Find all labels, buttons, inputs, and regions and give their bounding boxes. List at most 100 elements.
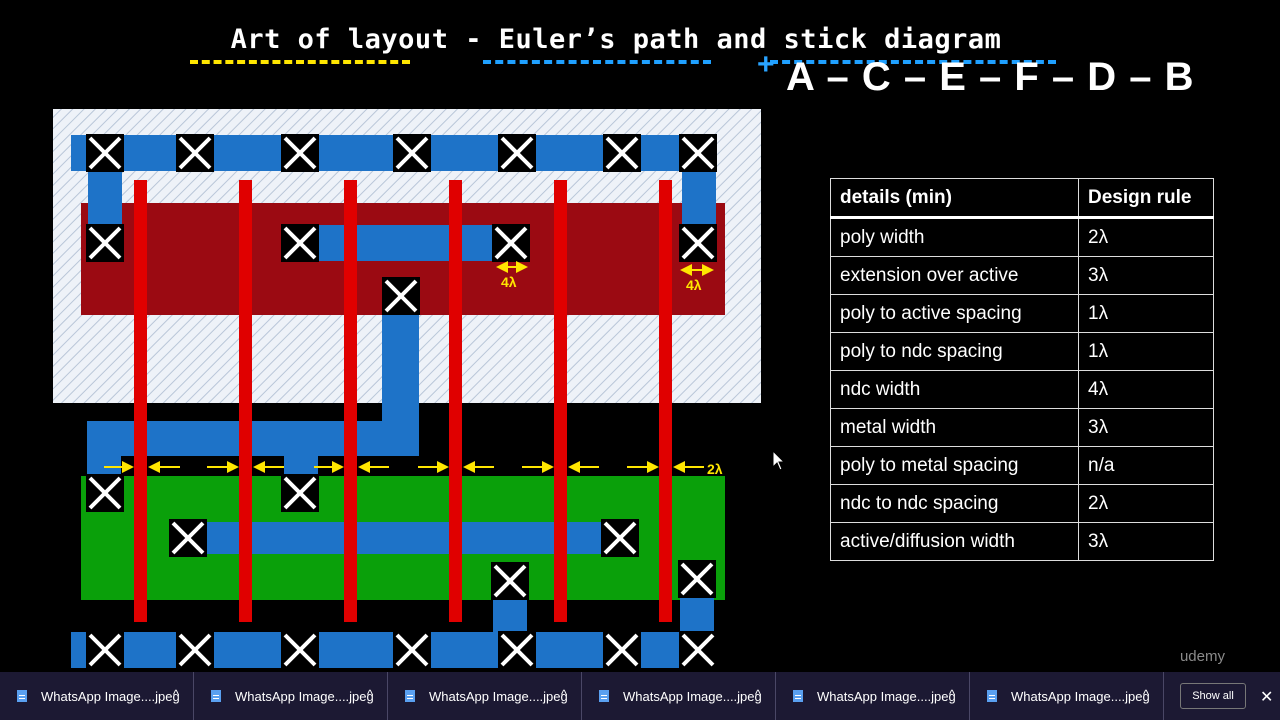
contact <box>676 558 718 600</box>
contact <box>601 132 643 174</box>
rule-detail: ndc to ndc spacing <box>830 484 1079 523</box>
contact <box>496 132 538 174</box>
contact <box>490 222 532 264</box>
contact <box>84 132 126 174</box>
download-filename: WhatsApp Image....jpeg <box>817 688 956 704</box>
contact <box>489 560 531 602</box>
table-row: ndc to ndc spacing 2λ <box>830 484 1214 523</box>
download-item[interactable]: WhatsApp Image....jpeg ^ <box>582 672 776 720</box>
table-row: poly width 2λ <box>830 217 1214 257</box>
contact <box>677 132 719 174</box>
table-row: poly to active spacing 1λ <box>830 294 1214 333</box>
dimension-label-4l-a: 4λ <box>501 274 517 290</box>
contact <box>174 629 216 671</box>
chevron-up-icon[interactable]: ^ <box>172 687 179 702</box>
chevron-up-icon[interactable]: ^ <box>754 687 761 702</box>
show-all-button[interactable]: Show all <box>1180 683 1246 709</box>
image-file-icon <box>405 690 415 702</box>
chevron-up-icon[interactable]: ^ <box>1142 687 1149 702</box>
download-filename: WhatsApp Image....jpeg <box>235 688 374 704</box>
table-row: metal width 3λ <box>830 408 1214 447</box>
download-item[interactable]: WhatsApp Image....jpeg ^ <box>388 672 582 720</box>
table-row: extension over active 3λ <box>830 256 1214 295</box>
contact <box>599 517 641 559</box>
contact <box>279 629 321 671</box>
mouse-pointer-icon <box>772 450 786 471</box>
contact <box>279 132 321 174</box>
poly-gate-b <box>659 180 672 622</box>
contact <box>380 275 422 317</box>
title-underline-yellow <box>190 60 410 64</box>
rule-value: 1λ <box>1078 332 1214 371</box>
table-header-row: details (min) Design rule <box>830 178 1214 219</box>
download-filename: WhatsApp Image....jpeg <box>41 688 180 704</box>
download-filename: WhatsApp Image....jpeg <box>623 688 762 704</box>
design-rules-table: details (min) Design rule poly width 2λ e… <box>830 178 1214 561</box>
column-header-details: details (min) <box>830 178 1079 219</box>
contact <box>677 629 719 671</box>
table-row: active/diffusion width 3λ <box>830 522 1214 561</box>
rule-value: 2λ <box>1078 484 1214 523</box>
contact <box>174 132 216 174</box>
image-file-icon <box>17 690 27 702</box>
chevron-up-icon[interactable]: ^ <box>366 687 373 702</box>
metal-strap-nmos <box>188 522 620 554</box>
rule-value: 2λ <box>1078 217 1214 257</box>
download-item[interactable]: WhatsApp Image....jpeg ^ <box>776 672 970 720</box>
image-file-icon <box>599 690 609 702</box>
close-icon[interactable]: ✕ <box>1260 686 1274 706</box>
rule-value: 3λ <box>1078 408 1214 447</box>
contact <box>677 222 719 264</box>
chevron-up-icon[interactable]: ^ <box>560 687 567 702</box>
rule-detail: active/diffusion width <box>830 522 1079 561</box>
poly-gate-a <box>134 180 147 622</box>
contact <box>601 629 643 671</box>
poly-gate-e <box>344 180 357 622</box>
column-header-design-rule: Design rule <box>1078 178 1214 219</box>
title-underline-blue-1 <box>483 60 711 64</box>
contact <box>167 517 209 559</box>
rule-value: 3λ <box>1078 256 1214 295</box>
contact <box>496 629 538 671</box>
title-underline-blue-2 <box>770 60 1056 64</box>
slide-title: Art of layout - Euler’s path and stick d… <box>230 24 1002 55</box>
download-filename: WhatsApp Image....jpeg <box>429 688 568 704</box>
rule-value: 4λ <box>1078 370 1214 409</box>
contact <box>84 629 126 671</box>
rule-detail: poly to ndc spacing <box>830 332 1079 371</box>
image-file-icon <box>987 690 997 702</box>
contact <box>84 472 126 514</box>
dimension-label-4l-b: 4λ <box>686 277 702 293</box>
download-item[interactable]: WhatsApp Image....jpeg ^ <box>970 672 1164 720</box>
table-row: poly to metal spacing n/a <box>830 446 1214 485</box>
table-row: poly to ndc spacing 1λ <box>830 332 1214 371</box>
image-file-icon <box>793 690 803 702</box>
download-bar: WhatsApp Image....jpeg ^ WhatsApp Image.… <box>0 672 1280 720</box>
poly-gate-d <box>554 180 567 622</box>
table-row: ndc width 4λ <box>830 370 1214 409</box>
rule-detail: ndc width <box>830 370 1079 409</box>
poly-gate-c <box>239 180 252 622</box>
download-item[interactable]: WhatsApp Image....jpeg ^ <box>0 672 194 720</box>
chevron-up-icon[interactable]: ^ <box>948 687 955 702</box>
rule-detail: metal width <box>830 408 1079 447</box>
euler-plus-mark: + <box>757 48 775 81</box>
contact <box>279 472 321 514</box>
rule-value: 3λ <box>1078 522 1214 561</box>
poly-gate-f <box>449 180 462 622</box>
contact <box>84 222 126 264</box>
rule-detail: extension over active <box>830 256 1079 295</box>
rule-value: 1λ <box>1078 294 1214 333</box>
contact <box>391 629 433 671</box>
metal-strap-pmos <box>300 225 510 261</box>
contact <box>279 222 321 264</box>
rule-value: n/a <box>1078 446 1214 485</box>
dimension-label-2l: 2λ <box>707 461 723 477</box>
euler-path-sequence: A – C – E – F – D – B <box>786 55 1195 99</box>
download-filename: WhatsApp Image....jpeg <box>1011 688 1150 704</box>
image-file-icon <box>211 690 221 702</box>
download-item[interactable]: WhatsApp Image....jpeg ^ <box>194 672 388 720</box>
rule-detail: poly to metal spacing <box>830 446 1079 485</box>
rule-detail: poly width <box>830 217 1079 257</box>
contact <box>391 132 433 174</box>
